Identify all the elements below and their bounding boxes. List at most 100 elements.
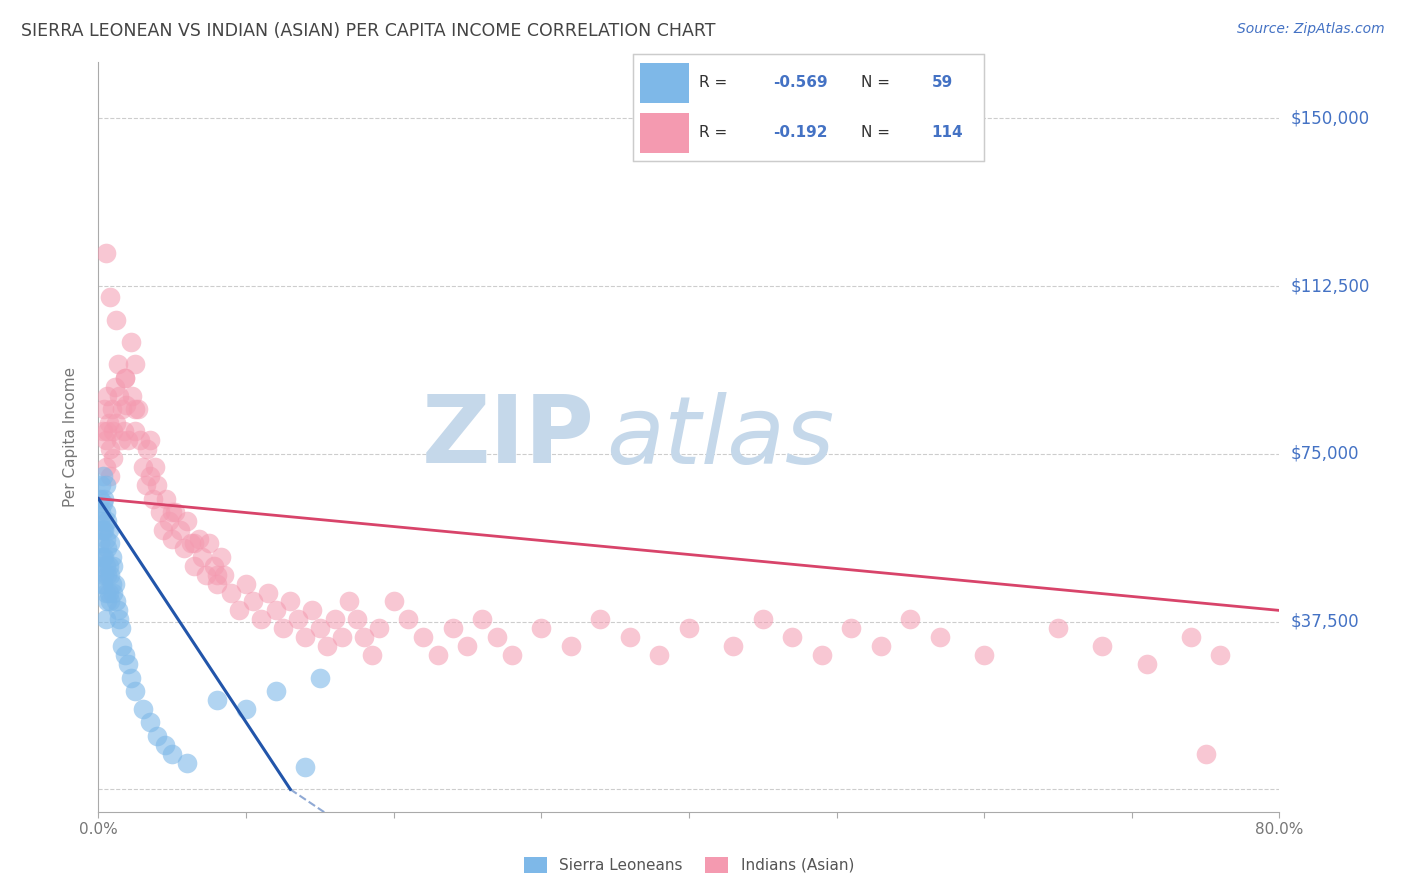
Point [169, 523, 191, 537]
Text: $75,000: $75,000 [1291, 445, 1360, 463]
Point [427, 648, 450, 662]
Point [135, 478, 157, 492]
Point [94, 460, 117, 475]
Point [124, 358, 146, 372]
Point [94, 434, 117, 448]
Point [162, 505, 183, 519]
Text: 114: 114 [931, 125, 963, 140]
Point [89, 491, 111, 506]
Point [91, 523, 114, 537]
Point [98, 567, 121, 582]
Point [209, 549, 232, 564]
Point [100, 549, 122, 564]
Text: -0.569: -0.569 [773, 75, 828, 90]
Point [1209, 648, 1232, 662]
Point [98, 594, 121, 608]
Point [91, 425, 114, 439]
Point [471, 612, 494, 626]
Text: $150,000: $150,000 [1291, 110, 1369, 128]
Point [108, 612, 131, 626]
Point [146, 478, 169, 492]
Point [205, 567, 228, 582]
Point [94, 585, 117, 599]
Point [589, 612, 612, 626]
Point [104, 380, 127, 394]
Point [153, 738, 176, 752]
Point [114, 371, 136, 385]
Point [280, 594, 302, 608]
Point [173, 541, 195, 555]
Point [619, 630, 641, 644]
Point [205, 576, 228, 591]
Text: SIERRA LEONEAN VS INDIAN (ASIAN) PER CAPITA INCOME CORRELATION CHART: SIERRA LEONEAN VS INDIAN (ASIAN) PER CAP… [21, 22, 716, 40]
Point [100, 576, 122, 591]
Point [183, 536, 205, 550]
Text: Source: ZipAtlas.com: Source: ZipAtlas.com [1237, 22, 1385, 37]
Point [929, 630, 952, 644]
Point [110, 434, 132, 448]
Point [97, 523, 120, 537]
Text: ZIP: ZIP [422, 391, 595, 483]
Point [360, 648, 382, 662]
Point [973, 648, 995, 662]
Point [98, 536, 121, 550]
Point [120, 671, 142, 685]
Point [124, 425, 146, 439]
Point [100, 402, 122, 417]
Point [330, 630, 353, 644]
Point [103, 451, 125, 466]
Point [1136, 657, 1159, 672]
Point [900, 612, 922, 626]
Point [368, 621, 391, 635]
Point [501, 648, 523, 662]
Point [294, 760, 316, 774]
Point [309, 671, 332, 685]
Point [353, 630, 375, 644]
Point [271, 621, 294, 635]
Point [91, 576, 114, 591]
Point [841, 621, 863, 635]
Point [257, 585, 280, 599]
Point [96, 594, 118, 608]
Point [162, 747, 183, 761]
Text: N =: N = [860, 75, 896, 90]
FancyBboxPatch shape [640, 113, 689, 153]
Text: 59: 59 [931, 75, 953, 90]
Point [157, 514, 180, 528]
Point [139, 715, 162, 730]
Point [191, 549, 214, 564]
Point [139, 434, 162, 448]
Point [94, 558, 117, 573]
Point [112, 425, 135, 439]
Point [183, 558, 205, 573]
Point [870, 639, 893, 653]
Point [180, 536, 202, 550]
Point [105, 594, 128, 608]
Point [115, 398, 138, 412]
Point [648, 648, 671, 662]
Text: atlas: atlas [606, 392, 835, 483]
Point [105, 416, 128, 430]
Point [93, 402, 115, 417]
Point [264, 603, 287, 617]
Point [486, 630, 509, 644]
Point [309, 621, 332, 635]
Point [202, 558, 225, 573]
Legend: Sierra Leoneans, Indians (Asian): Sierra Leoneans, Indians (Asian) [517, 851, 860, 879]
Point [96, 567, 118, 582]
Point [752, 612, 775, 626]
Text: $112,500: $112,500 [1291, 277, 1369, 295]
Point [143, 460, 166, 475]
Text: -0.192: -0.192 [773, 125, 828, 140]
Point [91, 469, 114, 483]
Point [103, 558, 125, 573]
Point [96, 425, 118, 439]
Point [98, 442, 121, 457]
Point [132, 460, 155, 475]
Point [89, 536, 111, 550]
Point [90, 523, 112, 537]
Point [103, 425, 125, 439]
Point [176, 514, 198, 528]
Point [90, 478, 112, 492]
Point [105, 312, 128, 326]
